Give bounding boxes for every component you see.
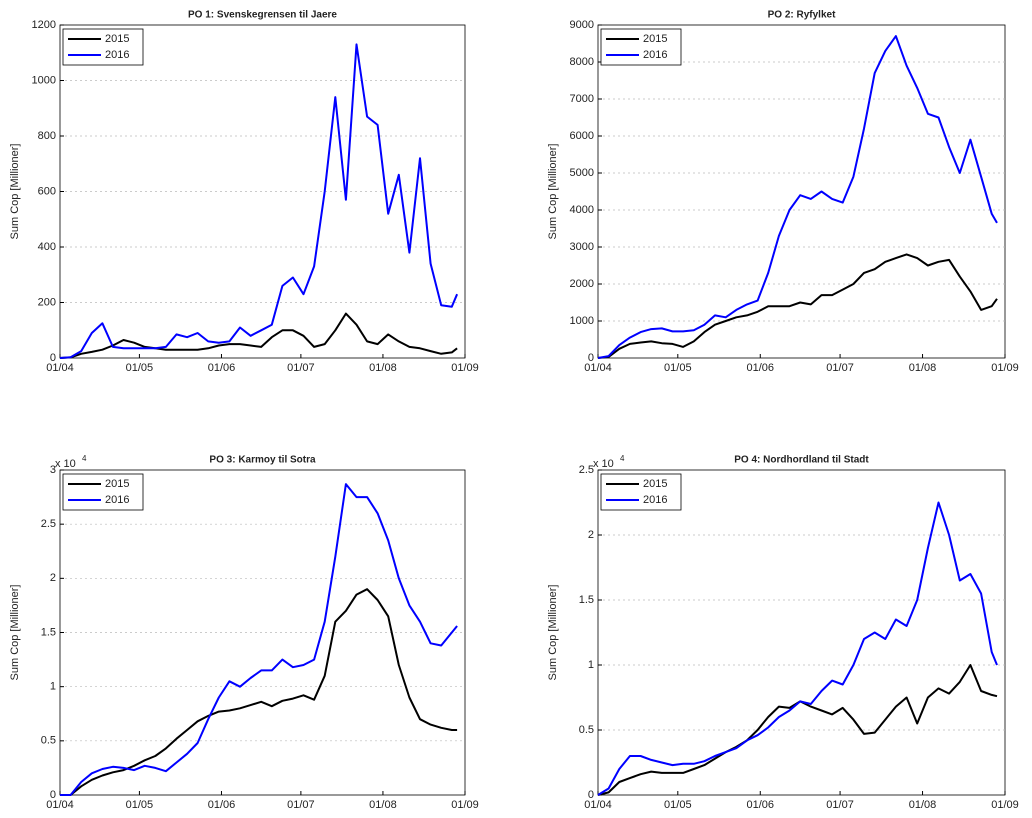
legend-label: 2015: [105, 478, 129, 490]
legend-box: [600, 28, 682, 66]
y-tick-label: 2: [50, 572, 56, 584]
x-tick-label: 01/07: [826, 799, 854, 811]
x-tick-label: 01/09: [451, 362, 479, 374]
y-tick-label: 6000: [570, 130, 594, 142]
subplot: PO 3: Karmoy til Sotra Sum Cop [Millioner…: [9, 454, 479, 811]
legend: 2015 2016: [600, 28, 682, 66]
y-axis-label: Sum Cop [Millioner]: [9, 585, 21, 681]
y-tick-label: 3000: [570, 241, 594, 253]
data-line: [597, 35, 998, 359]
legend: 2015 2016: [62, 28, 144, 66]
axes-box: [59, 24, 466, 359]
axes-box: [597, 24, 1006, 359]
y-tick-label: 800: [38, 130, 56, 142]
y-tick-label: 5000: [570, 167, 594, 179]
x-tick-label: 01/04: [46, 362, 74, 374]
subplot: PO 4: Nordhordland til Stadt Sum Cop [Mil…: [547, 454, 1019, 811]
x-tick-label: 01/05: [664, 799, 692, 811]
chart-title: PO 3: Karmoy til Sotra: [209, 455, 316, 466]
legend-label: 2015: [105, 33, 129, 45]
y-tick-label: 2.5: [579, 464, 594, 476]
chart-title: PO 1: Svenskegrensen til Jaere: [188, 10, 337, 21]
y-axis-label: Sum Cop [Millioner]: [547, 585, 559, 681]
y-tick-label: 1: [50, 681, 56, 693]
y-tick-label: 1000: [570, 315, 594, 327]
data-line: [59, 312, 458, 359]
data-line: [597, 501, 998, 796]
x-tick-label: 01/07: [826, 362, 854, 374]
x-tick-label: 01/05: [126, 799, 154, 811]
data-line: [597, 253, 998, 359]
y-tick-label: 9000: [570, 19, 594, 31]
legend-box: [600, 473, 682, 511]
y-tick-label: 2.5: [41, 518, 56, 530]
legend-label: 2016: [105, 49, 129, 61]
y-tick-label: 7000: [570, 93, 594, 105]
y-axis-label: Sum Cop [Millioner]: [9, 144, 21, 240]
legend-box: [62, 473, 144, 511]
x-tick-label: 01/09: [991, 362, 1019, 374]
x-tick-label: 01/06: [747, 362, 775, 374]
y-tick-label: 1: [588, 659, 594, 671]
x-tick-label: 01/08: [909, 362, 937, 374]
x-tick-label: 01/04: [584, 799, 612, 811]
x-tick-label: 01/08: [369, 799, 397, 811]
x-tick-label: 01/04: [46, 799, 74, 811]
subplot: PO 1: Svenskegrensen til Jaere Sum Cop [M…: [9, 10, 479, 374]
chart-title: PO 4: Nordhordland til Stadt: [734, 455, 869, 466]
axes-box: [59, 469, 466, 796]
y-tick-label: 0: [50, 352, 56, 364]
legend-label: 2015: [643, 478, 667, 490]
y-tick-label: 0: [588, 789, 594, 801]
subplot: PO 2: Ryfylket Sum Cop [Millioner] 0 1000 20…: [547, 10, 1019, 374]
legend-label: 2016: [643, 494, 667, 506]
legend-label: 2016: [643, 49, 667, 61]
y-tick-label: 4000: [570, 204, 594, 216]
legend-box: [62, 28, 144, 66]
x-tick-label: 01/08: [909, 799, 937, 811]
x-tick-label: 01/07: [287, 799, 315, 811]
x-tick-label: 01/08: [369, 362, 397, 374]
y-multiplier-exponent: 4: [620, 454, 625, 463]
x-tick-label: 01/09: [451, 799, 479, 811]
y-tick-label: 1.5: [41, 626, 56, 638]
data-line: [59, 43, 459, 359]
y-tick-label: 1000: [32, 74, 56, 86]
y-tick-label: 3: [50, 464, 56, 476]
legend-label: 2015: [643, 33, 667, 45]
legend: 2015 2016: [600, 473, 682, 511]
y-tick-label: 8000: [570, 56, 594, 68]
y-tick-label: 2: [588, 529, 594, 541]
axes-box: [597, 469, 1006, 796]
x-tick-label: 01/09: [991, 799, 1019, 811]
y-tick-label: 2000: [570, 278, 594, 290]
y-tick-label: 0.5: [41, 735, 56, 747]
x-tick-label: 01/07: [287, 362, 315, 374]
x-tick-label: 01/04: [584, 362, 612, 374]
y-tick-label: 400: [38, 241, 56, 253]
y-multiplier-exponent: 4: [82, 454, 87, 463]
y-tick-label: 1.5: [579, 594, 594, 606]
y-tick-label: 0: [588, 352, 594, 364]
y-tick-label: 200: [38, 296, 56, 308]
y-axis-label: Sum Cop [Millioner]: [547, 144, 559, 240]
x-tick-label: 01/05: [126, 362, 154, 374]
legend-label: 2016: [105, 494, 129, 506]
y-tick-label: 1200: [32, 19, 56, 31]
legend: 2015 2016: [62, 473, 144, 511]
y-tick-label: 0: [50, 789, 56, 801]
x-tick-label: 01/06: [208, 362, 236, 374]
x-tick-label: 01/06: [747, 799, 775, 811]
data-line: [60, 483, 458, 796]
y-multiplier: x 10: [593, 458, 614, 470]
chart-title: PO 2: Ryfylket: [768, 10, 836, 21]
y-tick-label: 0.5: [579, 724, 594, 736]
x-tick-label: 01/06: [208, 799, 236, 811]
y-multiplier: x 10: [55, 458, 76, 470]
x-tick-label: 01/05: [664, 362, 692, 374]
y-tick-label: 600: [38, 185, 56, 197]
